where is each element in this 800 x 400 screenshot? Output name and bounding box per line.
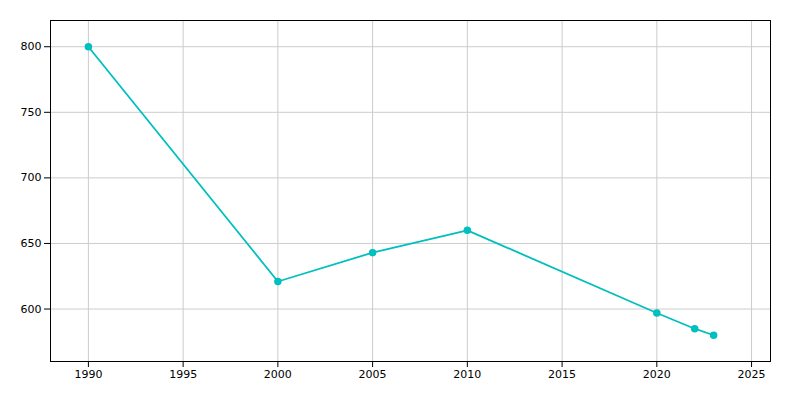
- svg-text:2010: 2010: [453, 368, 481, 381]
- svg-text:650: 650: [21, 237, 42, 250]
- svg-text:1995: 1995: [169, 368, 197, 381]
- svg-text:1990: 1990: [74, 368, 102, 381]
- svg-text:2000: 2000: [264, 368, 292, 381]
- svg-text:2020: 2020: [643, 368, 671, 381]
- svg-text:600: 600: [21, 303, 42, 316]
- svg-text:800: 800: [21, 40, 42, 53]
- svg-text:2015: 2015: [548, 368, 576, 381]
- svg-text:2025: 2025: [738, 368, 766, 381]
- svg-text:2005: 2005: [359, 368, 387, 381]
- svg-text:700: 700: [21, 171, 42, 184]
- svg-text:750: 750: [21, 106, 42, 119]
